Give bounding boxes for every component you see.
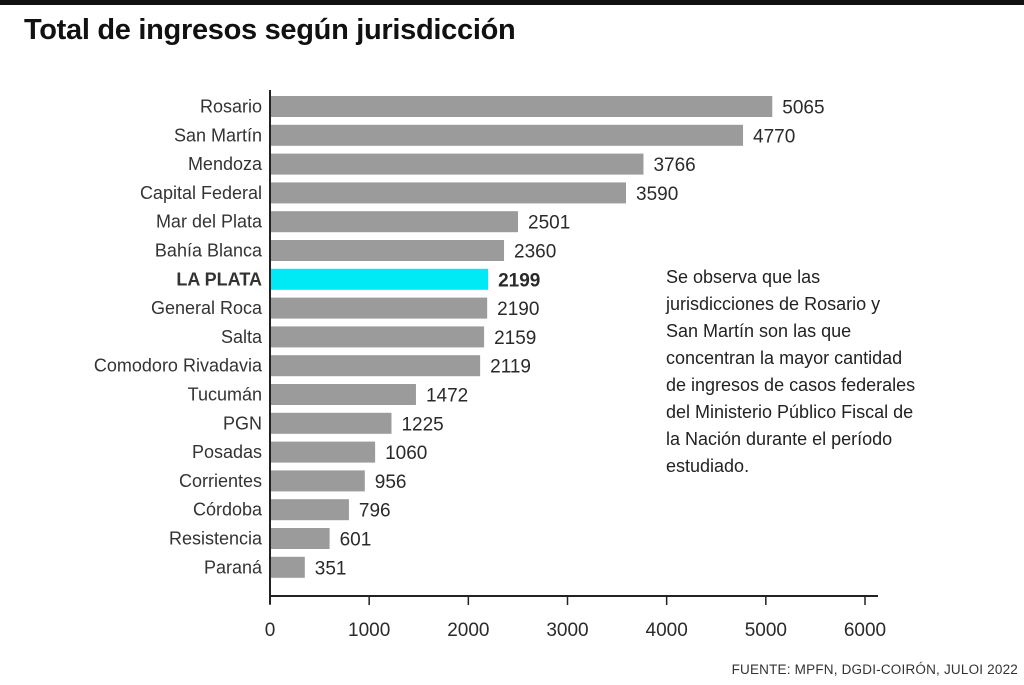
x-tick-label: 1000 — [348, 620, 390, 641]
annotation-text: Se observa que las jurisdicciones de Ros… — [666, 267, 916, 476]
x-tick-label: 6000 — [844, 620, 886, 641]
value-label: 1225 — [401, 414, 443, 435]
category-label: Mendoza — [188, 154, 263, 174]
bar — [270, 470, 365, 492]
category-label: Mar del Plata — [156, 212, 263, 232]
category-label: Resistencia — [169, 529, 263, 549]
bar — [270, 153, 644, 175]
value-label: 796 — [359, 501, 391, 522]
source-note: FUENTE: MPFN, DGDI-COIRÓN, JULOI 2022 — [731, 662, 1018, 677]
category-label: Paraná — [204, 557, 263, 577]
bar — [270, 297, 488, 319]
x-tick-label: 2000 — [447, 620, 489, 641]
value-label: 2360 — [514, 242, 556, 263]
value-label: 2159 — [494, 328, 536, 349]
value-label: 4770 — [753, 126, 795, 147]
bar — [270, 240, 505, 261]
category-label: General Roca — [151, 298, 263, 318]
category-label: PGN — [223, 413, 262, 433]
category-label: Salta — [221, 327, 263, 347]
value-label: 3590 — [636, 184, 678, 205]
category-label: Tucumán — [188, 385, 262, 405]
x-tick-label: 3000 — [546, 620, 588, 641]
x-tick-label: 5000 — [745, 620, 787, 641]
value-label: 2190 — [497, 299, 539, 320]
value-label: 2199 — [498, 270, 540, 291]
chart-title: Total de ingresos según jurisdicción — [24, 14, 516, 46]
category-label: Posadas — [192, 442, 262, 462]
bar — [270, 528, 330, 549]
category-label: LA PLATA — [176, 269, 262, 289]
category-label: Rosario — [200, 97, 262, 117]
bar — [270, 499, 349, 521]
x-tick-label: 4000 — [646, 620, 688, 641]
value-label: 3766 — [653, 155, 695, 176]
category-label: Bahía Blanca — [155, 241, 263, 261]
bar — [270, 384, 416, 405]
top-rule — [0, 0, 1024, 5]
value-label: 956 — [375, 472, 407, 493]
value-label: 601 — [340, 530, 372, 551]
category-label: Córdoba — [193, 500, 263, 520]
category-label: Capital Federal — [140, 183, 262, 203]
bar — [270, 355, 481, 377]
category-label: San Martín — [174, 125, 262, 145]
bar — [270, 124, 744, 146]
value-label: 2119 — [490, 357, 531, 378]
category-label: Corrientes — [179, 471, 262, 491]
bar — [270, 412, 392, 434]
value-label: 1472 — [426, 386, 468, 407]
bar — [270, 211, 519, 233]
bar — [270, 182, 627, 204]
bar — [270, 556, 305, 578]
bar — [270, 326, 485, 348]
value-label: 2501 — [528, 213, 570, 234]
bar — [270, 441, 376, 463]
category-label: Comodoro Rivadavia — [94, 356, 263, 376]
value-label: 351 — [315, 558, 347, 579]
value-label: 5065 — [782, 98, 824, 119]
value-label: 1060 — [385, 443, 427, 464]
bar — [270, 268, 489, 290]
x-tick-label: 0 — [265, 620, 276, 641]
bar — [270, 96, 773, 117]
